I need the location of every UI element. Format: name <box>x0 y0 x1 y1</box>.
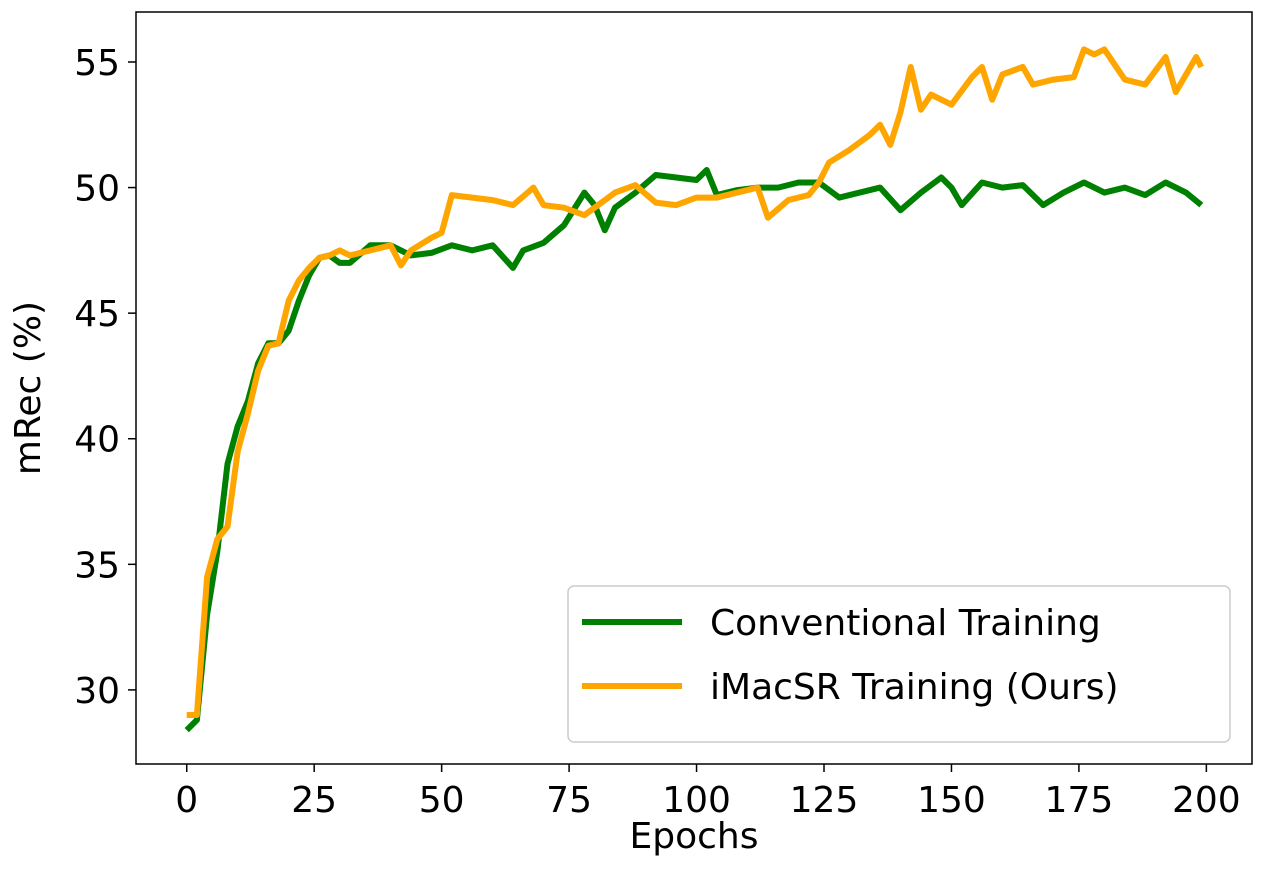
line-series <box>186 46 1204 718</box>
y-axis-label: mRec (%) <box>8 301 49 475</box>
x-tick-label: 50 <box>419 780 465 821</box>
plot-frame <box>135 11 1253 765</box>
legend-box <box>567 585 1231 743</box>
x-tick-label: 200 <box>1172 780 1241 821</box>
y-tick-label: 45 <box>74 294 120 335</box>
x-tick-label: 125 <box>790 780 859 821</box>
line-series <box>184 167 1204 733</box>
legend-label: iMacSR Training (Ours) <box>710 667 1119 708</box>
x-tick-label: 0 <box>175 780 198 821</box>
x-tick-label: 150 <box>917 780 986 821</box>
y-tick-label: 50 <box>74 169 120 210</box>
x-tick-label: 75 <box>546 780 592 821</box>
x-axis-label: Epochs <box>630 816 759 857</box>
y-tick-label: 30 <box>74 671 120 712</box>
y-tick-label: 35 <box>74 545 120 586</box>
y-tick-label: 40 <box>74 420 120 461</box>
x-tick-label: 175 <box>1045 780 1114 821</box>
x-tick-label: 25 <box>291 780 337 821</box>
y-tick-label: 55 <box>74 43 120 84</box>
x-tick-label: 100 <box>662 780 731 821</box>
legend-label: Conventional Training <box>710 603 1101 644</box>
